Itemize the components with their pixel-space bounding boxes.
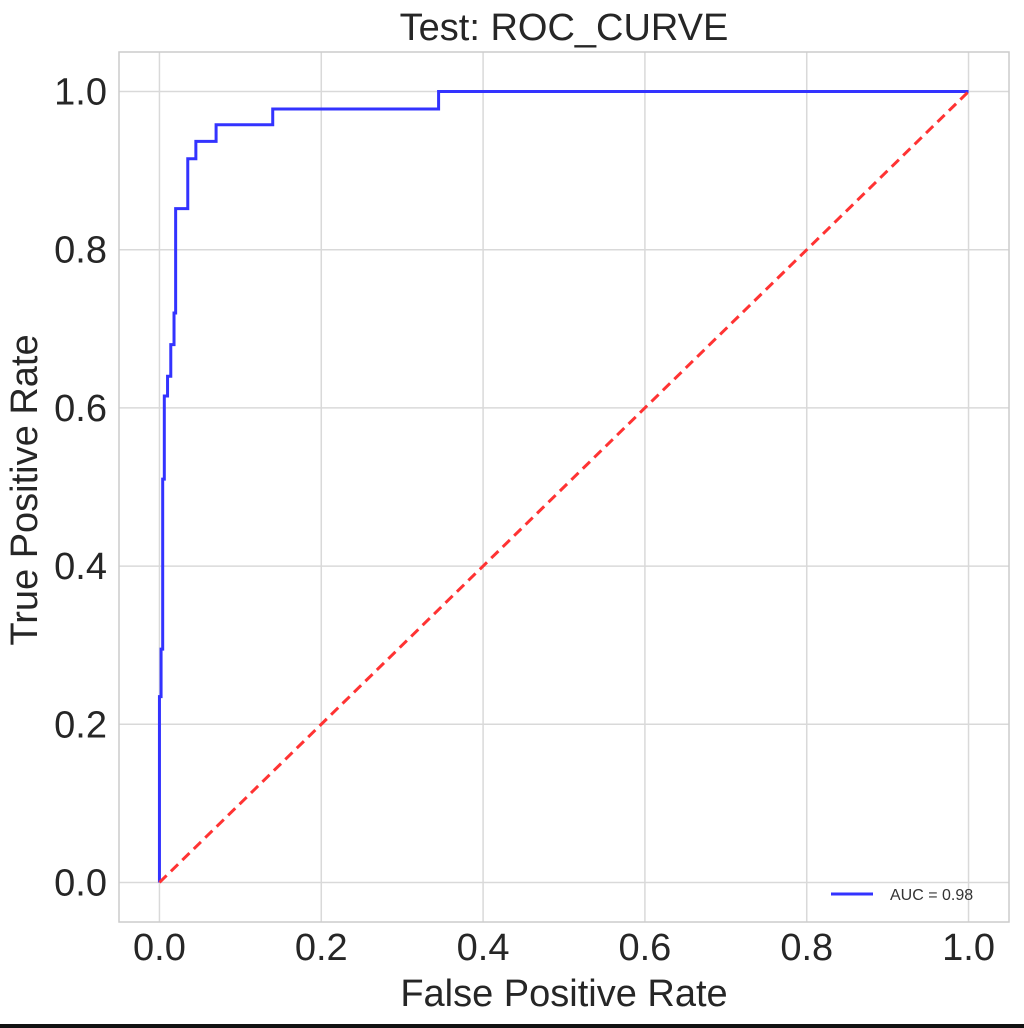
x-tick-label: 0.6 <box>618 927 671 969</box>
y-tick-label: 0.8 <box>54 230 107 272</box>
y-tick-labels: 0.0 0.2 0.4 0.6 0.8 1.0 <box>54 72 107 905</box>
y-axis-label: True Positive Rate <box>4 334 46 645</box>
y-tick-label: 1.0 <box>54 72 107 114</box>
plot-area <box>118 51 1010 923</box>
x-tick-labels: 0.0 0.2 0.4 0.6 0.8 1.0 <box>133 927 995 969</box>
legend-entry: AUC = 0.98 <box>890 887 973 904</box>
chance-diagonal-line <box>158 90 970 884</box>
x-tick-label: 1.0 <box>942 927 995 969</box>
x-tick-label: 0.8 <box>780 927 833 969</box>
x-tick-label: 0.4 <box>457 927 510 969</box>
x-axis-label: False Positive Rate <box>400 973 727 1015</box>
y-tick-label: 0.2 <box>54 704 107 746</box>
grid <box>119 52 1009 922</box>
x-tick-label: 0.0 <box>133 927 186 969</box>
y-tick-label: 0.6 <box>54 388 107 430</box>
chart-title: Test: ROC_CURVE <box>400 7 729 49</box>
roc-curve-line <box>157 90 969 883</box>
legend: AUC = 0.98 <box>831 887 973 904</box>
y-tick-label: 0.0 <box>54 862 107 904</box>
y-tick-label: 0.4 <box>54 546 107 588</box>
x-tick-label: 0.2 <box>295 927 348 969</box>
bottom-border <box>0 1024 1024 1028</box>
series-layer <box>157 90 970 884</box>
